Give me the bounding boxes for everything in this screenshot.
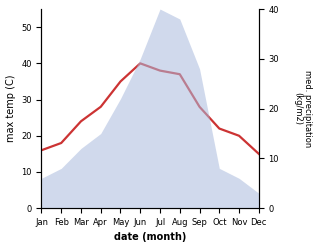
X-axis label: date (month): date (month) [114, 232, 186, 243]
Y-axis label: max temp (C): max temp (C) [5, 75, 16, 142]
Y-axis label: med. precipitation
(kg/m2): med. precipitation (kg/m2) [293, 70, 313, 147]
